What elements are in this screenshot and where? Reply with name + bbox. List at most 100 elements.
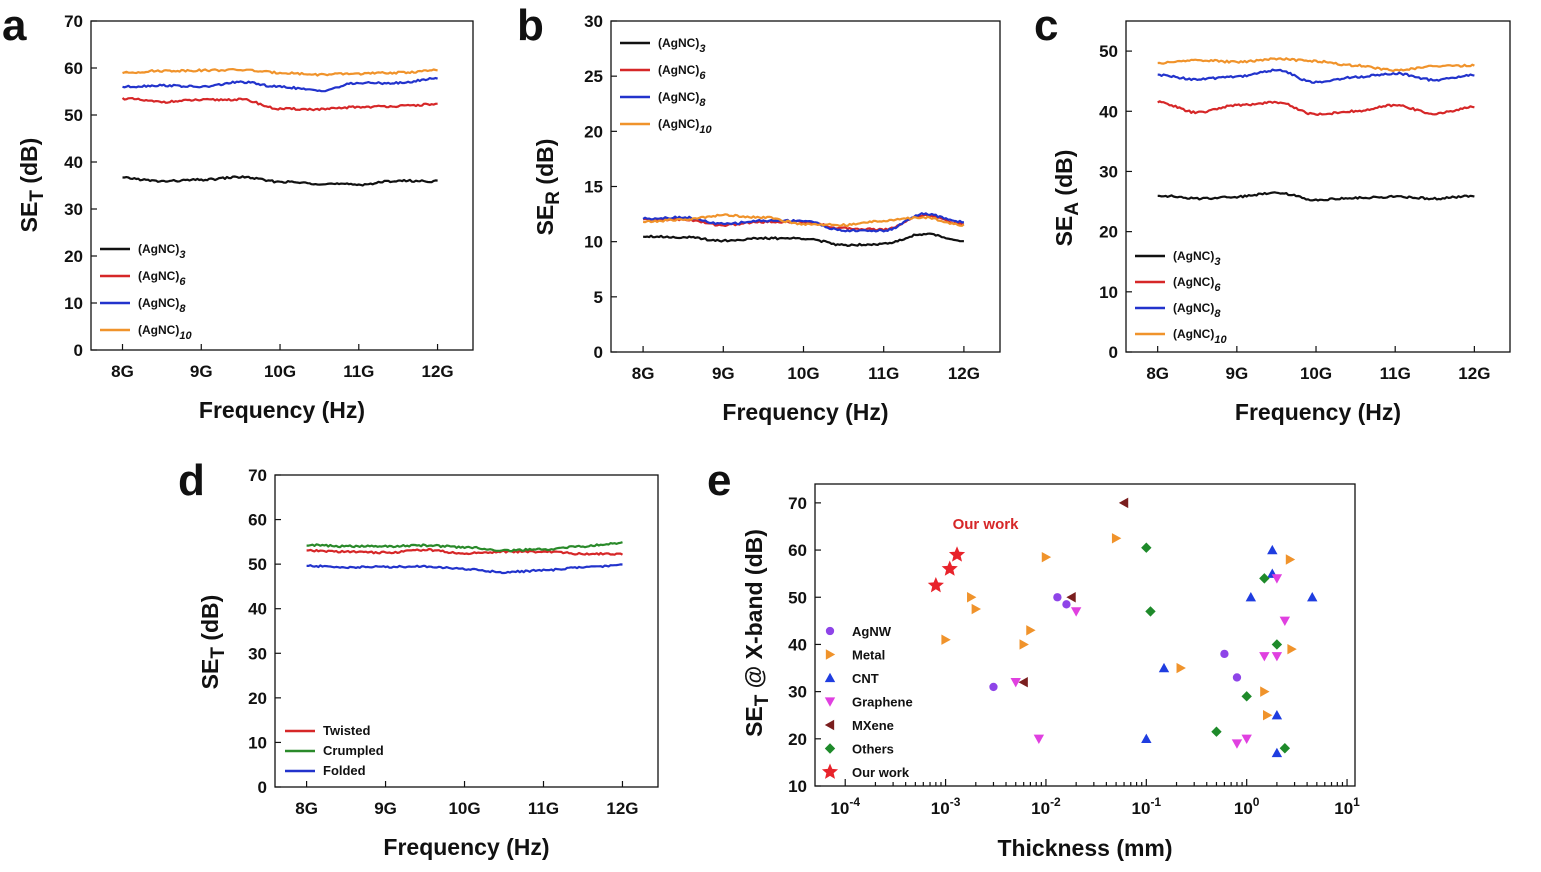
legend-marker — [824, 719, 835, 731]
data-point — [1158, 662, 1170, 673]
y-tick-label: 0 — [1109, 343, 1118, 362]
series-metal — [941, 533, 1297, 721]
y-axis-title: SET (dB) — [16, 138, 48, 233]
legend-label: (AgNC)3 — [138, 242, 185, 261]
legend-label: (AgNC)6 — [138, 269, 186, 288]
data-point — [941, 634, 951, 645]
y-tick-label: 50 — [788, 588, 807, 607]
legend-marker — [824, 697, 836, 707]
legend-label: (AgNC)3 — [658, 36, 705, 55]
data-point — [1066, 592, 1076, 603]
legend-label: (AgNC)8 — [1173, 301, 1221, 320]
x-tick-label: 8G — [111, 362, 134, 381]
y-tick-label: 30 — [248, 644, 267, 663]
data-point — [1118, 497, 1129, 509]
legend-label: (AgNC)10 — [1173, 327, 1227, 346]
x-tick-label: 10-3 — [931, 795, 961, 818]
x-tick-label: 11G — [1380, 364, 1411, 383]
y-tick-label: 30 — [64, 200, 83, 219]
x-tick-label: 12G — [421, 362, 453, 381]
y-tick-label: 40 — [64, 153, 83, 172]
legend-marker — [821, 763, 839, 779]
y-tick-label: 10 — [64, 294, 83, 313]
series-others — [1141, 542, 1291, 754]
x-tick-label: 10G — [448, 799, 480, 818]
legend-label: AgNW — [852, 624, 892, 639]
legend-marker — [824, 672, 836, 683]
y-tick-label: 20 — [584, 122, 603, 141]
y-tick-label: 70 — [788, 494, 807, 513]
series-line-crumpled — [306, 541, 623, 553]
x-tick-label: 8G — [632, 364, 655, 383]
x-tick-label: 8G — [1146, 364, 1169, 383]
legend-label: (AgNC)6 — [1173, 275, 1221, 294]
data-point — [941, 560, 958, 576]
panel-letter-b: b — [517, 1, 544, 50]
x-tick-label: 9G — [190, 362, 213, 381]
x-tick-label: 100 — [1234, 795, 1260, 818]
series-line-agnc3 — [122, 175, 438, 187]
series-line-agnc6 — [121, 96, 438, 112]
legend-label: Crumpled — [323, 743, 384, 758]
legend-label: Twisted — [323, 723, 370, 738]
series-mxene — [1018, 497, 1129, 688]
y-tick-label: 60 — [248, 511, 267, 530]
y-tick-label: 30 — [788, 683, 807, 702]
series-line-folded — [306, 563, 623, 575]
y-tick-label: 50 — [248, 555, 267, 574]
y-tick-label: 20 — [788, 730, 807, 749]
x-axis-title: Frequency (Hz) — [1235, 399, 1401, 425]
y-tick-label: 10 — [788, 777, 807, 796]
legend: AgNW Metal CNT Graphene MXene Others Our work — [821, 624, 913, 780]
legend-label: (AgNC)8 — [658, 90, 706, 109]
y-axis-title: SET (dB) — [197, 595, 229, 690]
data-point — [1241, 691, 1252, 702]
x-axis-title: Frequency (Hz) — [383, 834, 549, 860]
x-tick-label: 9G — [374, 799, 397, 818]
x-tick-label: 12G — [606, 799, 638, 818]
legend: (AgNC)3 (AgNC)6 (AgNC)8 (AgNC)10 — [100, 242, 192, 342]
data-point — [1245, 592, 1257, 602]
y-tick-label: 30 — [584, 12, 603, 31]
data-point — [1211, 726, 1222, 737]
data-point — [1019, 639, 1029, 650]
series-our-work — [927, 546, 966, 593]
legend-marker — [825, 626, 835, 636]
y-tick-label: 50 — [64, 106, 83, 125]
x-tick-label: 10G — [787, 364, 819, 383]
series-line-agnc3 — [1157, 191, 1475, 202]
legend-label: (AgNC)10 — [138, 323, 192, 342]
plot-frame — [90, 20, 474, 351]
x-axis-title: Frequency (Hz) — [199, 397, 365, 423]
y-tick-label: 5 — [594, 288, 603, 307]
legend: (AgNC)3 (AgNC)6 (AgNC)8 (AgNC)10 — [620, 36, 712, 136]
data-point — [1271, 652, 1283, 662]
y-tick-label: 10 — [1099, 283, 1118, 302]
x-tick-label: 10-4 — [830, 795, 860, 818]
data-point — [1062, 600, 1071, 609]
series-line-agnc6 — [1157, 100, 1475, 117]
x-tick-label: 10-1 — [1132, 795, 1162, 818]
legend: Twisted Crumpled Folded — [285, 723, 384, 778]
series-line-agnc10 — [1157, 57, 1475, 73]
panel-b: b 0 5 10 15 20 25 30 8G 9G 10G 11G 12G Frequency (Hz)… — [517, 1, 1001, 425]
y-tick-label: 60 — [788, 541, 807, 560]
data-point — [1279, 743, 1291, 754]
data-point — [1041, 551, 1052, 563]
data-point — [1070, 607, 1082, 617]
panel-letter-c: c — [1034, 1, 1058, 50]
y-tick-label: 20 — [248, 689, 267, 708]
data-point — [1271, 639, 1283, 650]
legend-label: Graphene — [852, 695, 913, 710]
series-line-agnc3 — [642, 232, 964, 247]
legend-label: (AgNC)10 — [658, 117, 712, 136]
panel-c: c 0 10 20 30 40 50 8G 9G 10G 11G 12G Frequency (Hz) S… — [1034, 1, 1511, 425]
x-tick-label: 10-2 — [1031, 795, 1061, 818]
x-tick-label: 12G — [948, 364, 980, 383]
data-point — [1287, 643, 1297, 655]
y-tick-label: 50 — [1099, 42, 1118, 61]
data-point — [1279, 616, 1291, 627]
data-point — [971, 603, 981, 615]
data-point — [989, 682, 998, 692]
legend-marker — [824, 743, 836, 754]
